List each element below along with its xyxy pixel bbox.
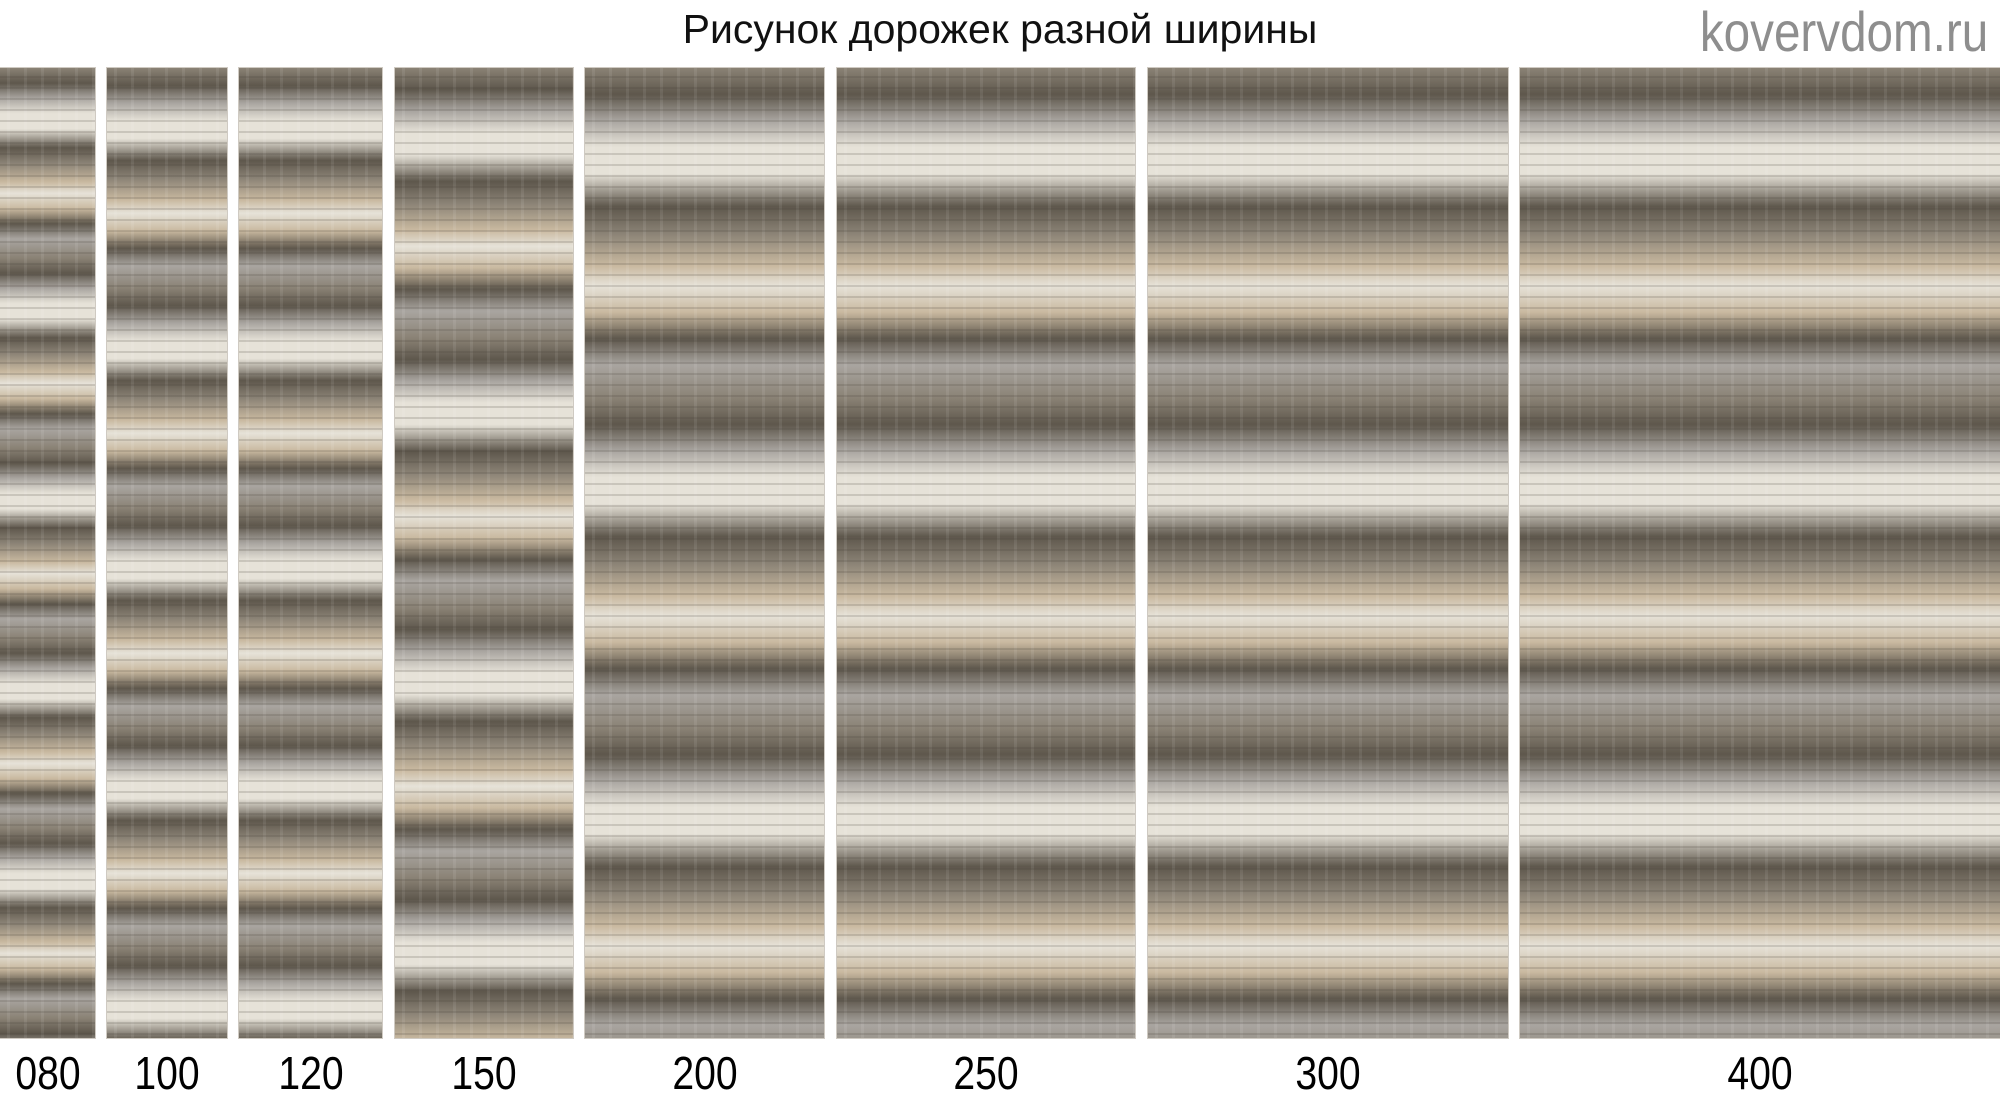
watermark: kovervdom.ru	[1699, 0, 1988, 63]
runner-pattern-400	[1520, 68, 2000, 1038]
width-label: 400	[1727, 1047, 1793, 1099]
runner-pattern-150	[395, 68, 573, 1038]
runner-pattern-080	[0, 68, 95, 1038]
width-label: 080	[14, 1047, 81, 1099]
runner-pattern-200	[585, 68, 824, 1038]
width-label: 150	[451, 1047, 517, 1099]
runner-pattern-100	[107, 68, 227, 1038]
runner-pattern-250	[837, 68, 1135, 1038]
runner-pattern-120	[239, 68, 382, 1038]
page-title: Рисунок дорожек разной ширины	[682, 6, 1318, 52]
width-label: 250	[953, 1047, 1019, 1099]
width-label: 120	[277, 1047, 344, 1099]
width-label: 200	[671, 1047, 738, 1099]
width-label: 300	[1295, 1047, 1361, 1099]
width-label: 100	[134, 1047, 200, 1099]
runner-pattern-300	[1148, 68, 1508, 1038]
